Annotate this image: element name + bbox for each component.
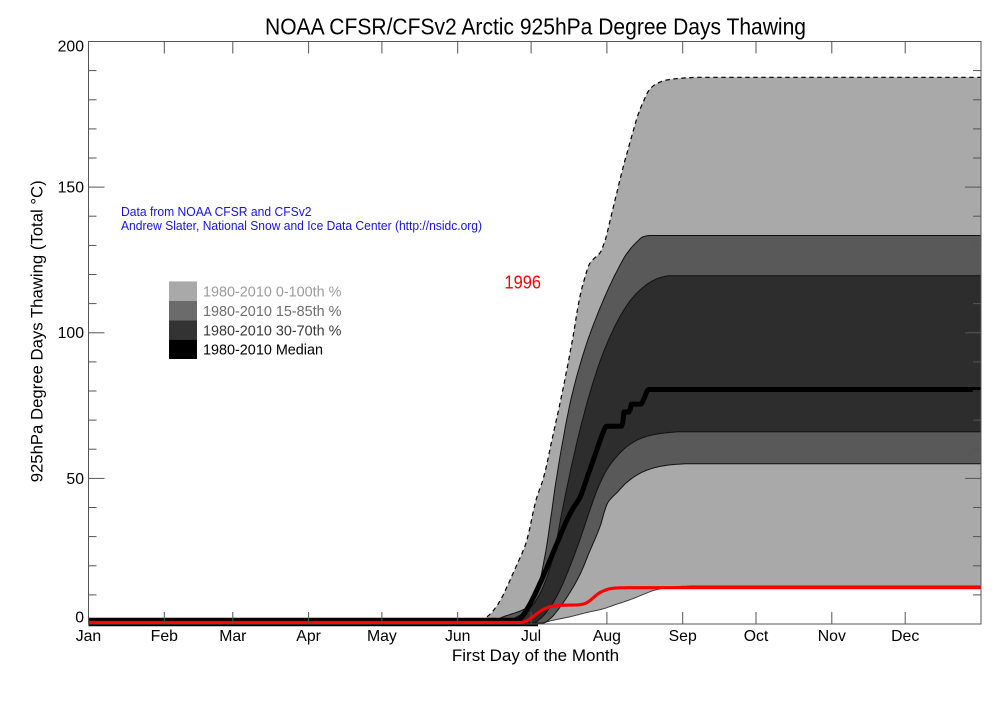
svg-text:Jun: Jun	[445, 628, 470, 645]
svg-text:1980-2010 15-85th %: 1980-2010 15-85th %	[203, 304, 342, 320]
svg-text:1980-2010 Median: 1980-2010 Median	[203, 343, 323, 359]
svg-text:Sep: Sep	[669, 628, 697, 645]
svg-text:May: May	[367, 628, 397, 645]
svg-text:Mar: Mar	[219, 628, 246, 645]
svg-text:150: 150	[58, 180, 85, 197]
svg-text:0: 0	[75, 610, 84, 627]
svg-text:925hPa Degree Days Thawing (To: 925hPa Degree Days Thawing (Total °C)	[27, 180, 46, 482]
svg-text:Data from NOAA CFSR and CFSv2: Data from NOAA CFSR and CFSv2	[121, 205, 312, 219]
svg-text:Andrew Slater, National Snow a: Andrew Slater, National Snow and Ice Dat…	[121, 219, 482, 233]
svg-text:Aug: Aug	[593, 628, 621, 645]
svg-text:Feb: Feb	[151, 628, 178, 645]
svg-text:200: 200	[58, 38, 85, 55]
svg-text:Jul: Jul	[521, 628, 541, 645]
svg-text:1980-2010 30-70th %: 1980-2010 30-70th %	[203, 323, 342, 339]
svg-text:Apr: Apr	[296, 628, 321, 645]
svg-text:First Day of the Month: First Day of the Month	[452, 646, 619, 665]
svg-text:NOAA CFSR/CFSv2 Arctic 925hPa: NOAA CFSR/CFSv2 Arctic 925hPa Degree Day…	[265, 13, 806, 39]
svg-text:Oct: Oct	[744, 628, 769, 645]
svg-text:Dec: Dec	[891, 628, 919, 645]
svg-text:Nov: Nov	[818, 628, 846, 645]
svg-text:Jan: Jan	[76, 628, 101, 645]
svg-text:1980-2010 0-100th %: 1980-2010 0-100th %	[203, 285, 342, 301]
svg-text:1996: 1996	[505, 273, 542, 293]
svg-text:100: 100	[58, 325, 85, 342]
svg-text:50: 50	[66, 471, 84, 488]
